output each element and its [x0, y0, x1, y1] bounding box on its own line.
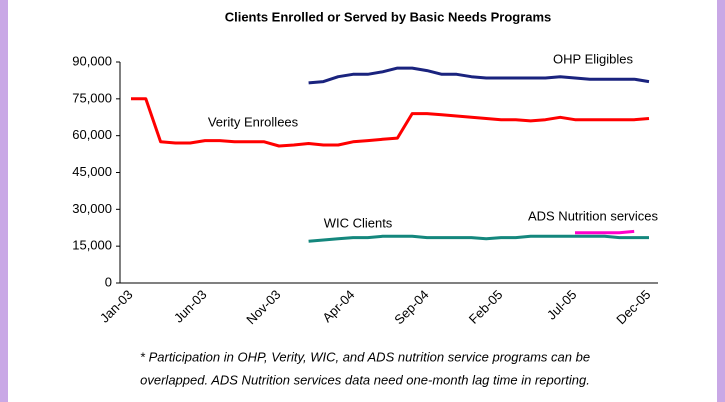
- y-tick-label: 90,000: [72, 53, 112, 68]
- x-tick-label: Dec-05: [613, 287, 653, 327]
- x-tick-label: Feb-05: [466, 287, 506, 327]
- y-tick-label: 75,000: [72, 90, 112, 105]
- series-label: Verity Enrollees: [208, 114, 299, 129]
- footnote: * Participation in OHP, Verity, WIC, and…: [140, 349, 590, 364]
- x-tick-label: Jul-05: [544, 287, 580, 323]
- y-tick-label: 30,000: [72, 201, 112, 216]
- x-tick-label: Jun-03: [171, 287, 210, 326]
- y-tick-label: 15,000: [72, 238, 112, 253]
- series-label: WIC Clients: [324, 215, 393, 230]
- x-tick-label: Sep-04: [391, 287, 431, 327]
- x-tick-label: Jan-03: [97, 287, 136, 326]
- y-tick-label: 60,000: [72, 127, 112, 142]
- chart-title: Clients Enrolled or Served by Basic Need…: [225, 9, 552, 24]
- right-border: [717, 0, 725, 402]
- series-line: [308, 66, 650, 85]
- series-line: [131, 97, 650, 148]
- left-border: [0, 0, 8, 402]
- series-label: ADS Nutrition services: [528, 208, 659, 223]
- series-label: OHP Eligibles: [553, 51, 633, 66]
- series-line: [308, 234, 649, 243]
- x-tick-label: Apr-04: [319, 287, 357, 325]
- y-tick-label: 45,000: [72, 164, 112, 179]
- x-tick-label: Nov-03: [243, 287, 283, 327]
- footnote: overlapped. ADS Nutrition services data …: [140, 372, 590, 387]
- y-tick-label: 0: [105, 274, 112, 289]
- series-line: [575, 229, 635, 235]
